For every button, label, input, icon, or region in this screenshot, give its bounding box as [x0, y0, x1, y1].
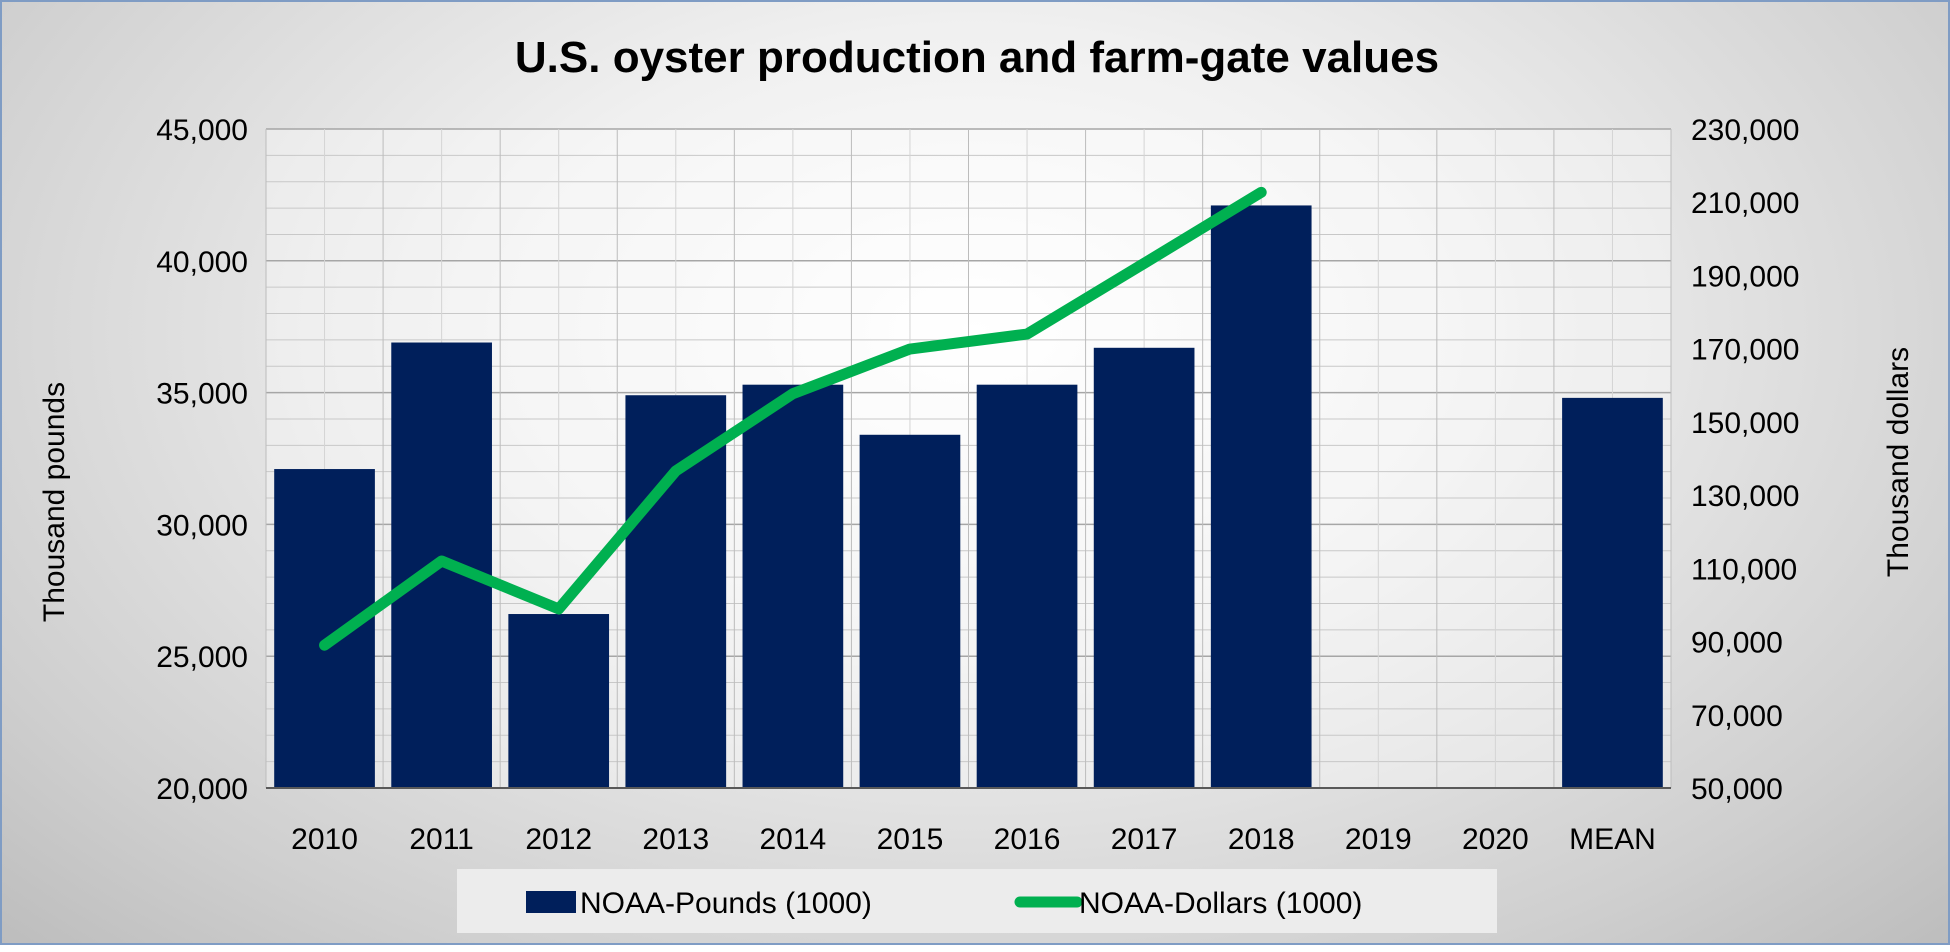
- y2-tick-label: 210,000: [1691, 187, 1799, 220]
- x-tick-label: 2015: [877, 823, 944, 856]
- x-tick-label: 2012: [525, 823, 592, 856]
- bar-2017: [1094, 348, 1195, 788]
- bar-MEAN: [1562, 398, 1663, 788]
- y-tick-label: 25,000: [156, 641, 248, 674]
- y2-tick-label: 230,000: [1691, 114, 1799, 147]
- x-tick-label: 2013: [642, 823, 709, 856]
- x-tick-label: 2016: [994, 823, 1061, 856]
- bar-2012: [508, 614, 609, 788]
- x-tick-label: 2020: [1462, 823, 1529, 856]
- bar-2015: [860, 435, 961, 788]
- x-tick-label: 2010: [291, 823, 358, 856]
- y2-axis-label: Thousand dollars: [1882, 347, 1915, 577]
- bar-2014: [743, 385, 844, 788]
- y-tick-label: 20,000: [156, 773, 248, 806]
- legend-swatch-pounds: [526, 891, 576, 913]
- y2-tick-label: 190,000: [1691, 260, 1799, 293]
- y2-tick-label: 130,000: [1691, 480, 1799, 513]
- y2-tick-label: 170,000: [1691, 334, 1799, 367]
- x-tick-label: 2019: [1345, 823, 1412, 856]
- x-tick-label: 2014: [760, 823, 827, 856]
- y-tick-label: 40,000: [156, 246, 248, 279]
- y2-tick-label: 110,000: [1691, 553, 1797, 586]
- y-axis-label: Thousand pounds: [38, 382, 71, 622]
- bar-2016: [977, 385, 1078, 788]
- x-tick-label: 2011: [409, 823, 474, 856]
- y2-tick-label: 50,000: [1691, 773, 1783, 806]
- chart-title: U.S. oyster production and farm-gate val…: [515, 33, 1439, 82]
- y2-tick-label: 150,000: [1691, 407, 1799, 440]
- x-tick-label: 2018: [1228, 823, 1295, 856]
- x-tick-label: MEAN: [1569, 823, 1656, 856]
- legend-label-dollars: NOAA-Dollars (1000): [1079, 887, 1362, 920]
- y-tick-label: 30,000: [156, 509, 248, 542]
- y2-tick-label: 90,000: [1691, 627, 1783, 660]
- bar-2018: [1211, 205, 1312, 788]
- legend-label-pounds: NOAA-Pounds (1000): [580, 887, 872, 920]
- bar-2010: [274, 469, 375, 788]
- y-tick-label: 35,000: [156, 378, 248, 411]
- y-tick-label: 45,000: [156, 114, 248, 147]
- x-tick-label: 2017: [1111, 823, 1178, 856]
- y2-tick-label: 70,000: [1691, 700, 1783, 733]
